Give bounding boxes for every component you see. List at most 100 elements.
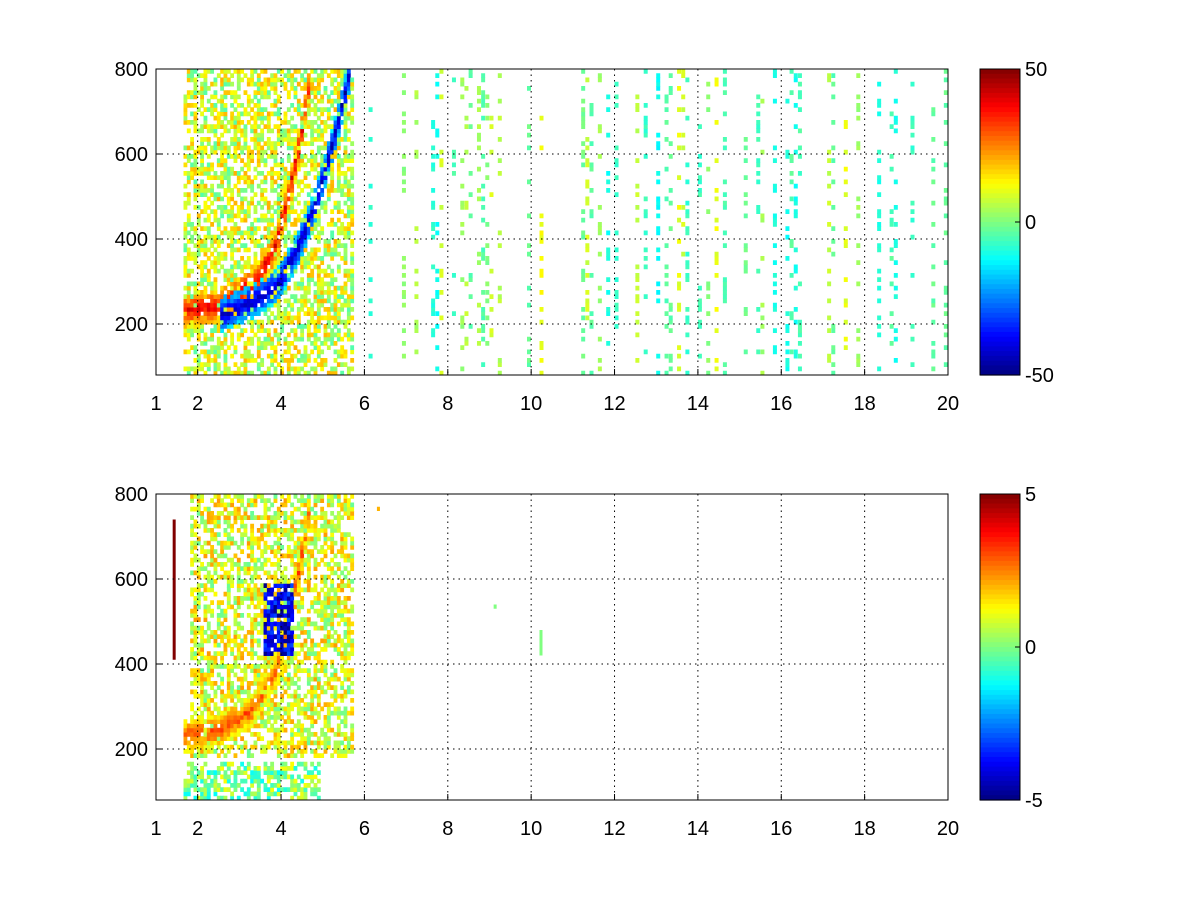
heatmap-cell	[210, 744, 215, 750]
heatmap-cell	[206, 307, 211, 312]
heatmap-cell	[296, 132, 301, 138]
heatmap-cell	[263, 668, 268, 673]
heatmap-cell	[216, 115, 221, 121]
heatmap-cell	[827, 183, 832, 189]
heatmap-cell	[243, 341, 248, 346]
heatmap-cell	[206, 736, 211, 741]
heatmap-cell	[306, 587, 311, 593]
heatmap-cell	[273, 668, 278, 673]
heatmap-cell	[246, 81, 251, 87]
heatmap-cell	[196, 243, 201, 248]
heatmap-cell	[243, 727, 248, 733]
heatmap-cell	[220, 634, 225, 639]
heatmap-cell	[196, 774, 201, 780]
heatmap-cell	[706, 358, 711, 363]
heatmap-cell	[243, 672, 248, 678]
heatmap-cell	[300, 234, 305, 240]
heatmap-cell	[310, 341, 315, 346]
heatmap-cell	[643, 247, 648, 253]
heatmap-cell	[230, 209, 235, 214]
heatmap-cell	[310, 540, 315, 546]
heatmap-cell	[306, 634, 311, 639]
heatmap-cell	[223, 319, 228, 325]
heatmap-cell	[236, 307, 241, 312]
colorbar-segment	[980, 140, 1020, 147]
heatmap-cell	[296, 145, 301, 151]
heatmap-cell	[310, 689, 315, 695]
heatmap-cell	[697, 319, 702, 325]
heatmap-cell	[323, 617, 328, 622]
heatmap-cell	[186, 273, 191, 278]
heatmap-cell	[256, 307, 261, 312]
heatmap-cell	[193, 587, 198, 593]
heatmap-cell	[260, 243, 265, 248]
heatmap-cell	[316, 77, 321, 83]
heatmap-cell	[196, 145, 201, 151]
heatmap-cell	[340, 162, 345, 168]
heatmap-cell	[240, 689, 245, 695]
heatmap-cell	[316, 230, 321, 236]
heatmap-cell	[230, 795, 235, 801]
heatmap-cell	[200, 668, 205, 673]
heatmap-cell	[193, 290, 198, 295]
heatmap-cell	[260, 655, 265, 661]
heatmap-cell	[333, 341, 338, 346]
heatmap-cell	[260, 630, 265, 635]
heatmap-cell	[296, 107, 301, 112]
heatmap-cell	[320, 613, 325, 618]
heatmap-cell	[290, 251, 295, 257]
heatmap-cell	[233, 298, 238, 304]
heatmap-cell	[236, 770, 241, 775]
heatmap-cell	[614, 247, 619, 253]
heatmap-cell	[236, 145, 241, 151]
heatmap-cell	[597, 358, 602, 363]
heatmap-cell	[431, 120, 436, 125]
heatmap-cell	[243, 647, 248, 652]
heatmap-cell	[216, 217, 221, 223]
heatmap-cell	[280, 192, 285, 197]
heatmap-cell	[220, 302, 225, 308]
heatmap-cell	[316, 107, 321, 112]
heatmap-cell	[681, 132, 686, 138]
heatmap-cell	[233, 260, 238, 265]
heatmap-cell	[856, 362, 861, 367]
heatmap-cell	[233, 239, 238, 244]
heatmap-cell	[340, 302, 345, 308]
heatmap-cell	[270, 562, 275, 567]
heatmap-cell	[785, 149, 790, 155]
heatmap-cell	[827, 268, 832, 274]
heatmap-cell	[193, 86, 198, 91]
heatmap-cell	[303, 311, 308, 316]
heatmap-cell	[266, 315, 271, 321]
heatmap-cell	[220, 94, 225, 100]
heatmap-cell	[296, 256, 301, 261]
heatmap-cell	[236, 600, 241, 605]
heatmap-cell	[320, 600, 325, 605]
heatmap-cell	[323, 273, 328, 278]
heatmap-cell	[330, 307, 335, 312]
colorbar-segment	[980, 293, 1020, 300]
heatmap-cell	[286, 647, 291, 652]
heatmap-cell	[246, 294, 251, 299]
heatmap-cell	[196, 727, 201, 733]
heatmap-cell	[183, 107, 188, 112]
heatmap-cell	[283, 634, 288, 639]
heatmap-cell	[346, 81, 351, 87]
heatmap-cell	[223, 362, 228, 367]
heatmap-cell	[256, 528, 261, 533]
heatmap-cell	[310, 600, 315, 605]
heatmap-cell	[306, 774, 311, 780]
heatmap-cell	[296, 166, 301, 172]
heatmap-cell	[186, 179, 191, 185]
heatmap-cell	[614, 324, 619, 329]
heatmap-cell	[190, 770, 195, 775]
heatmap-cell	[276, 706, 281, 712]
heatmap-cell	[200, 315, 205, 321]
heatmap-cell	[323, 583, 328, 588]
heatmap-cell	[270, 222, 275, 227]
heatmap-cell	[293, 222, 298, 227]
heatmap-cell	[296, 587, 301, 593]
heatmap-cell	[877, 98, 882, 104]
heatmap-cell	[270, 664, 275, 669]
heatmap-cell	[286, 298, 291, 304]
